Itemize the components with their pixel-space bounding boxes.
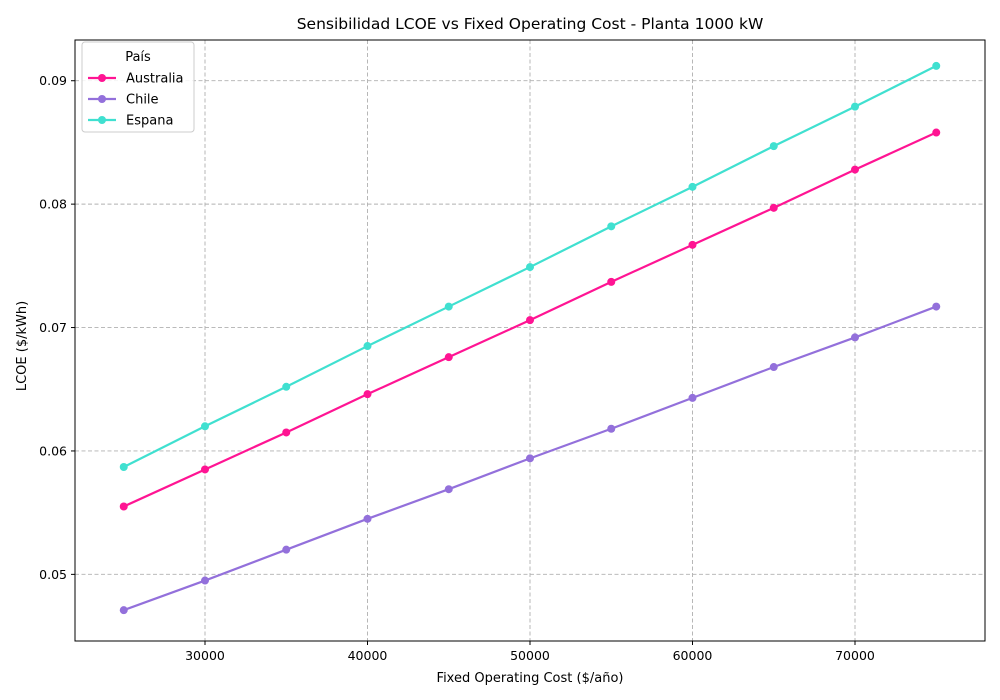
data-point-espana [932, 61, 941, 70]
legend-entries: Australia Chile Espana [88, 72, 184, 129]
data-point-chile [851, 333, 859, 342]
y-axis-label: LCOE ($/kWh) [15, 301, 30, 391]
data-point-espana [363, 342, 372, 351]
data-point-australia [282, 428, 291, 437]
x-tick-label: 50000 [510, 648, 550, 663]
data-point-espana [769, 142, 778, 151]
data-point-espana [688, 182, 697, 191]
legend-label: Espana [126, 114, 173, 129]
legend: País Australia Chile Espana [81, 41, 195, 133]
chart-title: Sensibilidad LCOE vs Fixed Operating Cos… [297, 15, 764, 33]
data-point-chile [932, 302, 941, 311]
data-point-chile [363, 514, 372, 523]
series-chile [119, 302, 941, 615]
legend-swatch-marker [98, 95, 106, 103]
x-tick-label: 30000 [185, 648, 225, 663]
data-point-australia [444, 353, 453, 362]
data-point-chile [769, 363, 778, 372]
data-point-australia [769, 203, 778, 212]
data-point-chile [526, 454, 534, 463]
data-point-espana [851, 102, 859, 111]
data-point-australia [688, 240, 697, 249]
data-point-australia [607, 277, 616, 286]
legend-entry-espana: Espana [88, 114, 173, 129]
data-point-espana [119, 462, 128, 471]
data-point-australia [119, 502, 128, 511]
data-point-espana [607, 222, 616, 231]
legend-swatch-marker [98, 74, 106, 82]
series-layer [119, 61, 941, 615]
legend-entry-chile: Chile [88, 93, 159, 108]
legend-swatch-marker [98, 116, 106, 124]
data-point-chile [119, 606, 128, 615]
data-point-chile [688, 393, 697, 402]
x-tick-label: 60000 [673, 648, 713, 663]
data-point-australia [851, 165, 859, 174]
y-tick-label: 0.06 [39, 443, 67, 458]
data-point-espana [282, 382, 291, 391]
x-axis-label: Fixed Operating Cost ($/año) [437, 671, 624, 686]
legend-label: Chile [126, 93, 159, 108]
legend-label: Australia [126, 72, 184, 87]
y-tick-label: 0.07 [39, 320, 67, 335]
data-point-chile [444, 485, 453, 494]
data-point-espana [444, 302, 453, 311]
data-point-espana [526, 263, 534, 272]
legend-title: País [125, 50, 151, 65]
data-point-australia [526, 316, 534, 325]
data-point-chile [201, 576, 209, 585]
data-point-chile [607, 424, 616, 433]
y-tick-label: 0.05 [39, 567, 67, 582]
x-axis-ticks: 30000 40000 50000 60000 70000 [185, 641, 875, 663]
data-point-australia [201, 465, 209, 474]
y-tick-label: 0.09 [39, 73, 67, 88]
legend-box [81, 41, 195, 133]
series-australia [119, 128, 941, 511]
series-espana [119, 61, 941, 471]
data-point-australia [363, 390, 372, 399]
plot-frame [74, 39, 986, 642]
data-point-espana [201, 422, 209, 431]
y-axis-ticks: 0.05 0.06 0.07 0.08 0.09 [39, 73, 75, 582]
legend-entry-australia: Australia [88, 72, 184, 87]
x-tick-label: 40000 [348, 648, 388, 663]
data-point-chile [282, 545, 291, 554]
y-tick-label: 0.08 [39, 197, 67, 212]
data-point-australia [932, 128, 941, 137]
grid-lines [75, 40, 985, 641]
x-tick-label: 70000 [835, 648, 875, 663]
